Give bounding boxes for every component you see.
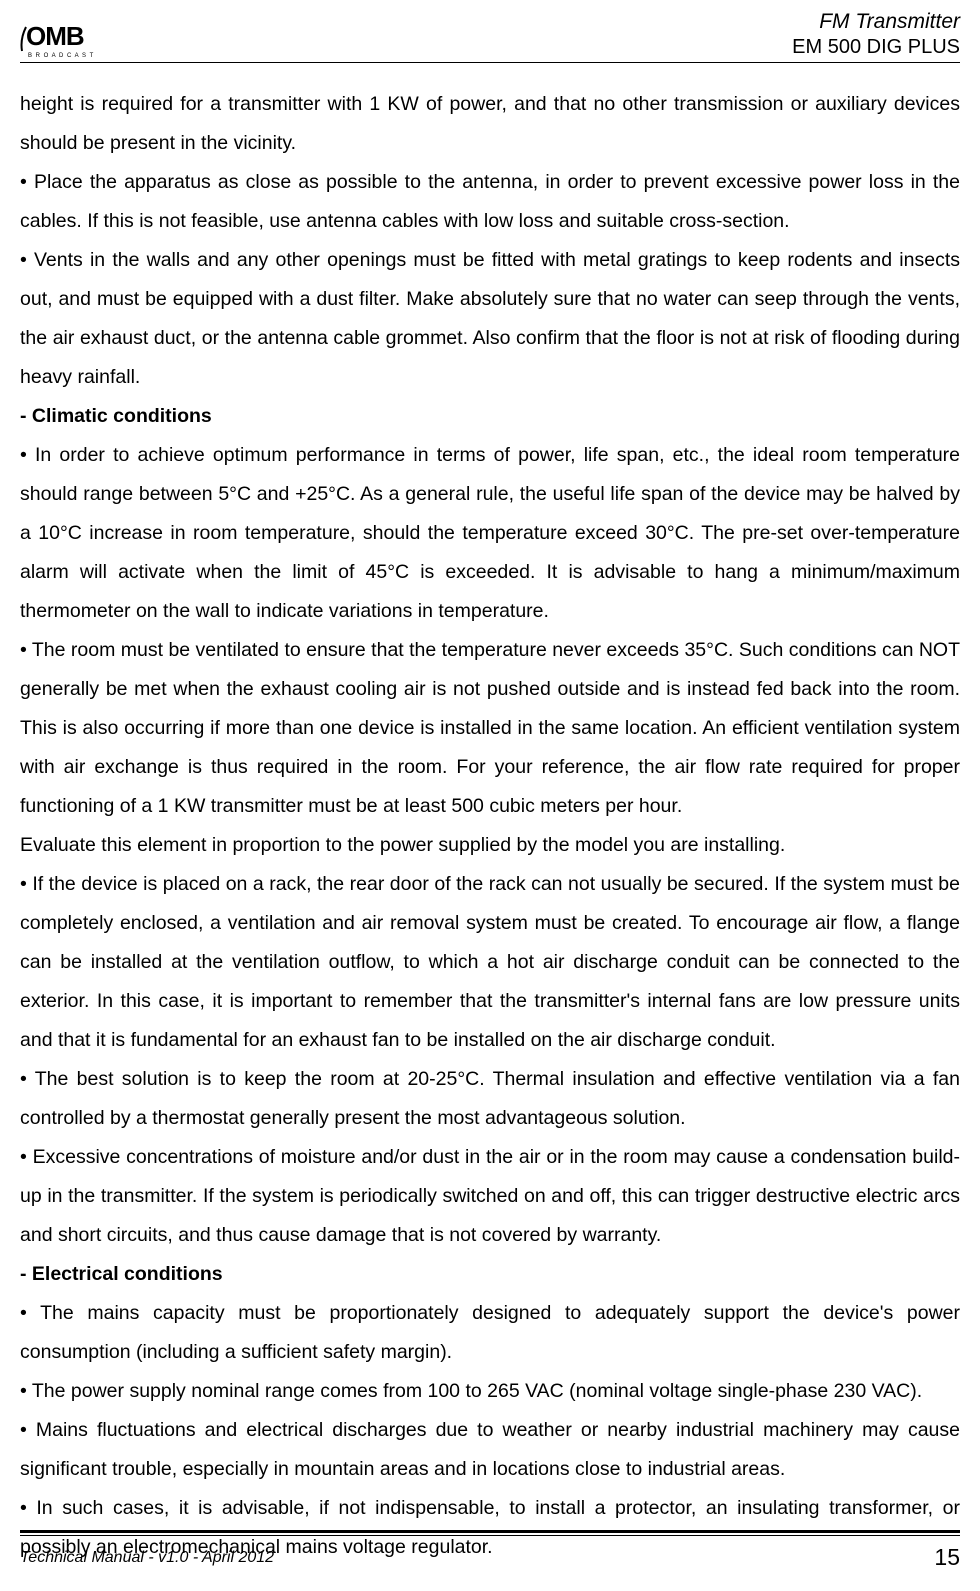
paragraph: height is required for a transmitter wit… (20, 85, 960, 163)
paragraph: • The power supply nominal range comes f… (20, 1372, 960, 1411)
paragraph: • Place the apparatus as close as possib… (20, 163, 960, 241)
paragraph: • Vents in the walls and any other openi… (20, 241, 960, 397)
footer-manual-info: Technical Manual - v1.0 - April 2012 (20, 1549, 274, 1567)
paragraph: • Mains fluctuations and electrical disc… (20, 1411, 960, 1489)
main-content: height is required for a transmitter wit… (0, 63, 980, 1567)
section-heading: - Electrical conditions (20, 1255, 960, 1294)
document-title: FM Transmitter (792, 10, 960, 34)
section-heading: - Climatic conditions (20, 397, 960, 436)
footer-content: Technical Manual - v1.0 - April 2012 15 (20, 1544, 960, 1571)
svg-text:OMB: OMB (26, 21, 84, 51)
page-footer: Technical Manual - v1.0 - April 2012 15 (0, 1530, 980, 1571)
document-subtitle: EM 500 DIG PLUS (792, 36, 960, 59)
page-header: OMB B R O A D C A S T FM Transmitter EM … (0, 0, 980, 60)
paragraph: • Excessive concentrations of moisture a… (20, 1138, 960, 1255)
omb-logo-icon: OMB B R O A D C A S T (20, 20, 110, 60)
paragraph: • The room must be ventilated to ensure … (20, 631, 960, 826)
footer-divider (20, 1530, 960, 1536)
paragraph: • In order to achieve optimum performanc… (20, 436, 960, 631)
svg-text:B R O A D C A S T: B R O A D C A S T (28, 53, 94, 59)
logo: OMB B R O A D C A S T (20, 20, 110, 60)
page-number: 15 (934, 1544, 960, 1571)
paragraph: • The best solution is to keep the room … (20, 1060, 960, 1138)
paragraph: • If the device is placed on a rack, the… (20, 865, 960, 1060)
header-titles: FM Transmitter EM 500 DIG PLUS (792, 10, 960, 59)
paragraph: • The mains capacity must be proportiona… (20, 1294, 960, 1372)
paragraph: Evaluate this element in proportion to t… (20, 826, 960, 865)
